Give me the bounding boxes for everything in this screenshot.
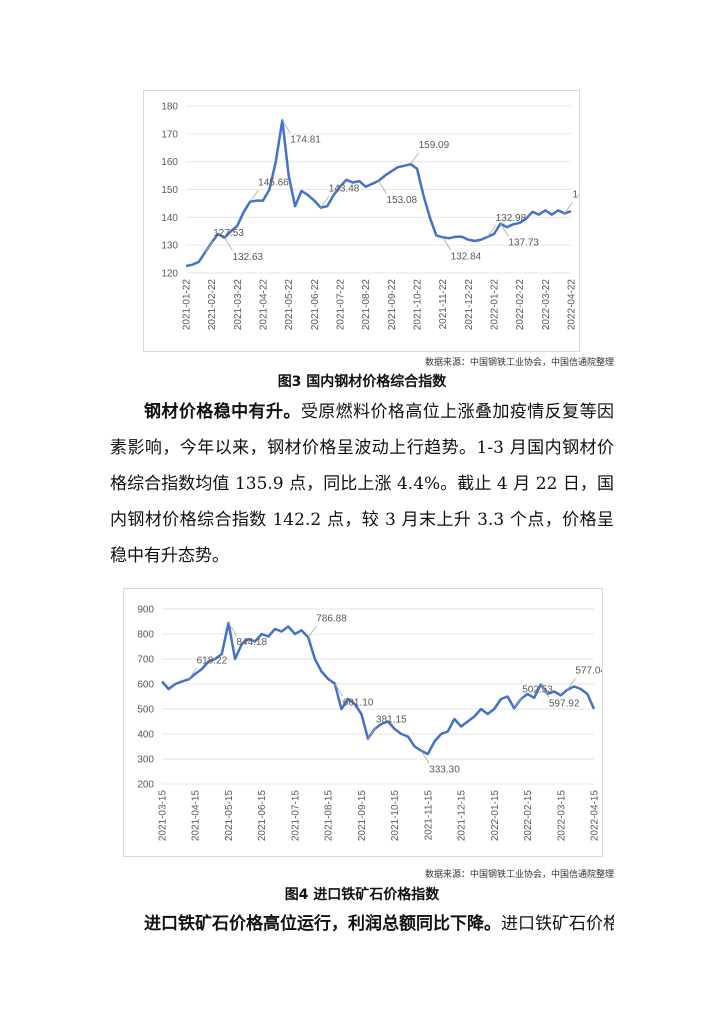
x-tick-label: 2021-10-15 — [390, 790, 401, 842]
data-label: 132.63 — [233, 252, 264, 263]
x-tick-label: 2021-06-22 — [310, 279, 321, 331]
x-tick-label: 2021-09-15 — [357, 790, 368, 842]
data-label: 618.22 — [197, 655, 228, 666]
data-label: 143.48 — [329, 184, 360, 195]
x-tick-label: 2022-03-15 — [556, 790, 567, 842]
y-tick-label: 500 — [137, 705, 154, 716]
leader-line — [204, 240, 214, 253]
y-tick-label: 180 — [161, 102, 178, 113]
paragraph-text: 进口铁矿石价格 — [501, 914, 614, 934]
leader-line — [567, 678, 576, 690]
y-tick-label: 700 — [137, 655, 154, 666]
leader-line — [228, 622, 237, 636]
data-label: 145.66 — [258, 178, 289, 189]
x-tick-label: 2021-10-22 — [413, 279, 424, 331]
x-tick-label: 2022-01-22 — [490, 279, 501, 331]
source-note: 数据来源：中国钢铁工业协会，中国信通院整理 — [424, 870, 614, 880]
x-tick-label: 2021-12-22 — [464, 279, 475, 331]
leader-line — [320, 196, 330, 208]
y-tick-label: 300 — [137, 755, 154, 766]
leader-line — [281, 120, 291, 134]
data-label: 597.92 — [549, 699, 580, 710]
x-tick-label: 2021-03-22 — [233, 279, 244, 331]
x-tick-label: 2021-03-15 — [158, 790, 169, 842]
leader-line — [540, 684, 550, 698]
y-tick-label: 900 — [137, 605, 154, 616]
data-label: 141.41 — [573, 189, 580, 200]
x-tick-label: 2021-01-22 — [182, 279, 193, 331]
x-tick-label: 2021-02-22 — [207, 279, 218, 331]
y-tick-label: 130 — [161, 241, 178, 252]
data-label: 132.84 — [451, 251, 482, 262]
y-tick-label: 140 — [161, 213, 178, 224]
y-tick-label: 160 — [161, 157, 178, 168]
paragraph: 进口铁矿石价格高位运行，利润总额同比下降。进口铁矿石价格 — [110, 906, 614, 942]
y-tick-label: 120 — [161, 269, 178, 280]
x-tick-label: 2022-04-22 — [567, 279, 578, 331]
x-tick-label: 2021-08-15 — [324, 790, 335, 842]
data-label: 174.81 — [290, 134, 321, 145]
paragraph: 钢材价格稳中有升。受原燃料价格高位上涨叠加疫情反复等因素影响，今年以来，钢材价格… — [110, 394, 614, 566]
x-tick-label: 2022-01-15 — [490, 790, 501, 842]
y-tick-label: 600 — [137, 680, 154, 691]
x-tick-label: 2022-04-15 — [590, 790, 601, 842]
x-tick-label: 2021-05-22 — [284, 279, 295, 331]
figure-caption: 图3 国内钢材价格综合指数 — [277, 374, 447, 390]
paragraph-lead: 钢材价格稳中有升。 — [144, 402, 301, 422]
leader-line — [188, 668, 197, 680]
data-label: 786.88 — [316, 613, 347, 624]
data-label: 132.98 — [496, 213, 527, 224]
x-tick-label: 2022-03-22 — [541, 279, 552, 331]
x-tick-label: 2021-07-15 — [290, 790, 301, 842]
leader-line — [442, 237, 452, 251]
leader-line — [307, 625, 317, 638]
x-tick-label: 2021-09-22 — [387, 279, 398, 331]
leader-line — [378, 180, 387, 194]
leader-line — [420, 750, 430, 764]
x-tick-label: 2021-11-22 — [438, 279, 449, 330]
x-tick-label: 2022-02-15 — [523, 790, 534, 842]
chart: 120 130 140 150 160 170 180 2021-01-22 2021-02-2… — [143, 90, 580, 352]
y-tick-label: 200 — [137, 780, 154, 791]
leader-line — [513, 696, 523, 709]
data-label: 502.53 — [522, 684, 553, 695]
leader-line — [500, 223, 509, 237]
x-tick-label: 2021-05-15 — [224, 790, 235, 842]
data-label: 577.04 — [575, 666, 603, 677]
paragraph-lead: 进口铁矿石价格高位运行，利润总额同比下降。 — [144, 914, 501, 934]
source-note: 数据来源：中国钢铁工业协会，中国信通院整理 — [424, 358, 614, 368]
x-tick-label: 2021-12-15 — [457, 790, 468, 842]
leader-line — [564, 201, 573, 214]
y-tick-label: 170 — [161, 129, 178, 140]
leader-line — [334, 683, 344, 697]
y-tick-label: 400 — [137, 730, 154, 741]
x-tick-label: 2021-11-15 — [423, 790, 434, 841]
y-tick-label: 150 — [161, 185, 178, 196]
data-label: 381.15 — [376, 715, 407, 726]
x-tick-label: 2021-04-22 — [259, 279, 270, 331]
data-label: 137.73 — [508, 238, 539, 249]
x-tick-label: 2021-04-15 — [191, 790, 202, 842]
data-label: 601.10 — [343, 698, 374, 709]
figure-caption: 图4 进口铁矿石价格指数 — [284, 887, 440, 903]
leader-line — [224, 237, 233, 251]
leader-line — [410, 152, 419, 165]
y-tick-label: 800 — [137, 630, 154, 641]
leader-line — [487, 225, 496, 238]
x-tick-label: 2021-06-15 — [257, 790, 268, 842]
data-label: 153.08 — [387, 195, 418, 206]
data-label: 333.30 — [429, 765, 460, 776]
x-tick-label: 2021-07-22 — [336, 279, 347, 331]
data-label: 127.53 — [213, 228, 244, 239]
paragraph-text: 受原燃料价格高位上涨叠加疫情反复等因素影响，今年以来，钢材价格呈波动上行趋势。1… — [110, 402, 615, 566]
leader-line — [367, 727, 377, 739]
chart: 200 300 400 500 600 700 800 900 2021-03-15 2021-0… — [123, 588, 603, 857]
data-label: 844.18 — [236, 637, 267, 648]
x-tick-label: 2021-08-22 — [361, 279, 372, 331]
x-tick-label: 2022-02-22 — [515, 279, 526, 331]
leader-line — [249, 190, 259, 202]
data-label: 159.09 — [419, 140, 450, 151]
